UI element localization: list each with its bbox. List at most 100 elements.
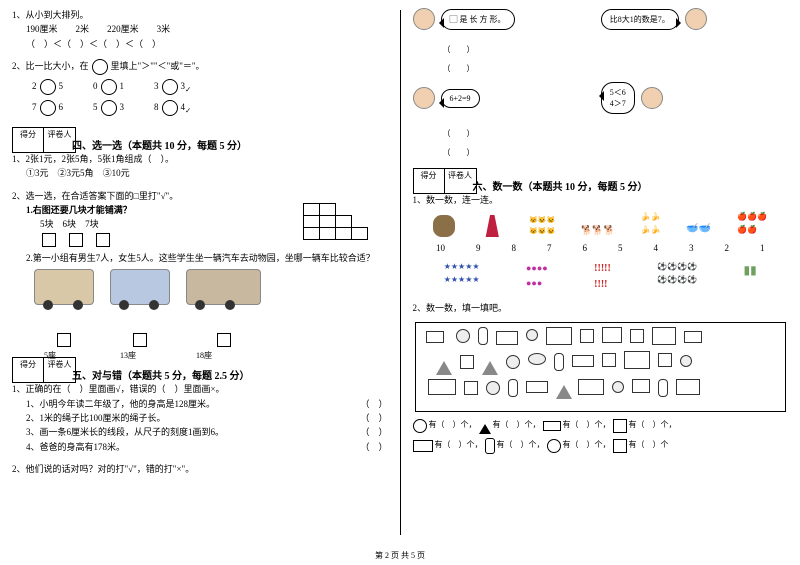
- section-6-title: 六、数一数（本题共 10 分，每题 5 分）: [473, 178, 789, 193]
- checkbox[interactable]: [133, 333, 147, 347]
- s6q1: 1、数一数，连一连。 🐱🐱🐱🐱🐱🐱 🐕🐕🐕 🍌🍌🍌🍌 🥣🥣 🍎🍎🍎🍎🍎 1098…: [413, 193, 789, 293]
- s5q1: 1、正确的在（ ）里面画√，错误的（ ）里面画×。 1、小明今年读二年级了，他的…: [12, 382, 388, 454]
- circle-icon: [612, 381, 624, 393]
- cuboid-icon: [426, 331, 444, 343]
- shapes-container: [415, 322, 787, 412]
- cuboid-icon: [624, 351, 650, 369]
- cube-icon: [464, 381, 478, 395]
- dot-group: ●●●●●●●: [526, 261, 548, 293]
- checkbox[interactable]: [42, 233, 56, 247]
- circle-icon: [506, 355, 520, 369]
- icon-row-2: ★★★★★★★★★★ ●●●●●●● !!!!!!!!! ⚽⚽⚽⚽⚽⚽⚽⚽ ▮▮: [421, 261, 781, 293]
- cuboid-icon: [676, 379, 700, 395]
- shape-answers-2: 有（ ）个， 有（ ）个， 有（ ）个， 有（ ）个: [413, 438, 789, 454]
- cube-icon: [580, 329, 594, 343]
- triangle-icon: [556, 377, 572, 399]
- excl-group: !!!!!!!!!: [594, 261, 611, 293]
- icon-row-1: 🐱🐱🐱🐱🐱🐱 🐕🐕🐕 🍌🍌🍌🍌 🥣🥣 🍎🍎🍎🍎🍎: [421, 211, 781, 237]
- square-icon: [658, 353, 672, 367]
- ellipse-icon: [528, 353, 546, 365]
- cube-icon: [613, 439, 627, 453]
- sphere-icon: [413, 419, 427, 433]
- s5q2: 2、他们说的话对吗？对的打"√"，错的打"×"。: [12, 462, 388, 476]
- girl-face-icon: [413, 87, 435, 109]
- cuboid-icon: [578, 379, 604, 395]
- blank-circle[interactable]: [162, 79, 178, 95]
- blank-circle[interactable]: [162, 100, 178, 116]
- triangle-icon: [482, 353, 498, 375]
- truck-icon: [34, 269, 94, 305]
- bus-icon: [186, 269, 261, 305]
- q1-items: 190厘米 2米 220厘米 3米: [26, 22, 388, 36]
- q2-row1: 25 01 33✓: [32, 79, 388, 96]
- sphere-icon: [486, 381, 500, 395]
- blob-group: ▮▮: [744, 261, 757, 293]
- bear-icon: [433, 215, 455, 237]
- speech-bubble: 比8大1的数是7。: [601, 9, 679, 30]
- cuboid-icon: [413, 440, 433, 452]
- cylinder-icon: [478, 327, 488, 345]
- rect-icon: [572, 355, 594, 367]
- s6q2: 2、数一数，填一填吧。 有（ ）个， 有（ ）个， 有（ ）个， 有（ ）个， …: [413, 301, 789, 453]
- cylinder-icon: [658, 379, 668, 397]
- speech-bubbles: ▢ 是 长 方 形。 比8大1的数是7。 （ ） （ ） 6+2=9 5＜6 4…: [413, 8, 789, 158]
- checkbox[interactable]: [57, 333, 71, 347]
- cuboid-icon: [652, 327, 676, 345]
- cuboid-icon: [632, 379, 650, 393]
- q1-blanks[interactable]: （ ）＜（ ）＜（ ）＜（ ）: [26, 37, 388, 51]
- square-icon: [460, 355, 474, 369]
- section-4-title: 四、选一选（本题共 10 分，每题 5 分）: [72, 137, 388, 152]
- speech-bubble: ▢ 是 长 方 形。: [441, 9, 515, 30]
- shape-answers: 有（ ）个， 有（ ）个， 有（ ）个， 有（ ）个，: [413, 418, 789, 434]
- left-column: 1、从小到大排列。 190厘米 2米 220厘米 3米 （ ）＜（ ）＜（ ）＜…: [0, 0, 400, 545]
- cylinder-icon: [485, 438, 495, 454]
- speech-bubble: 5＜6 4＞7: [601, 82, 635, 114]
- checkbox[interactable]: [96, 233, 110, 247]
- rect-icon: [526, 381, 548, 393]
- blank-circle[interactable]: [40, 100, 56, 116]
- cuboid-icon: [684, 331, 702, 343]
- blank-circle[interactable]: [101, 100, 117, 116]
- q2: 2、比一比大小，在里填上"＞""＜"或"＝"。 25 01 33✓ 76 53 …: [12, 59, 388, 117]
- checkbox[interactable]: [69, 233, 83, 247]
- sphere-icon: [526, 329, 538, 341]
- sphere-icon: [680, 355, 692, 367]
- cuboid-icon: [602, 327, 622, 343]
- apple-group: 🍎🍎🍎🍎🍎: [737, 211, 767, 237]
- sphere-icon: [456, 329, 470, 343]
- checkbox[interactable]: [217, 333, 231, 347]
- boy-face-icon: [413, 8, 435, 30]
- ball-group: ⚽⚽⚽⚽⚽⚽⚽⚽: [657, 261, 697, 293]
- square-icon: [613, 419, 627, 433]
- blank-circle[interactable]: [101, 79, 117, 95]
- circle-icon: [92, 59, 108, 75]
- cube-icon: [602, 353, 616, 367]
- number-row: 10987654321: [421, 241, 781, 255]
- banana-group: 🍌🍌🍌🍌: [641, 211, 661, 237]
- brick-grid: [303, 203, 368, 240]
- q1-title: 1、从小到大排列。: [12, 10, 89, 20]
- circle-icon: [547, 439, 561, 453]
- rect-icon: [543, 421, 561, 431]
- triangle-icon: [479, 418, 491, 434]
- cylinder-icon: [508, 379, 518, 397]
- s4q1: 1、2张1元，2张5角，5张1角组成（ ）。 ①3元 ②3元5角 ③10元: [12, 152, 388, 181]
- dress-icon: [481, 215, 503, 237]
- q2-row2: 76 53 84✓: [32, 100, 388, 117]
- star-group: ★★★★★★★★★★: [444, 261, 480, 293]
- girl-face-icon: [641, 87, 663, 109]
- blank-circle[interactable]: [40, 79, 56, 95]
- q1: 1、从小到大排列。 190厘米 2米 220厘米 3米 （ ）＜（ ）＜（ ）＜…: [12, 8, 388, 51]
- page-footer: 第 2 页 共 5 页: [0, 550, 800, 561]
- right-column: ▢ 是 长 方 形。 比8大1的数是7。 （ ） （ ） 6+2=9 5＜6 4…: [401, 0, 800, 545]
- section-5-title: 五、对与错（本题共 5 分，每题 2.5 分）: [72, 367, 388, 382]
- cylinder-icon: [554, 353, 564, 371]
- triangle-icon: [436, 353, 452, 375]
- s4q2: 2、选一选，在合适答案下面的□里打"√"。 1.右图还要几块才能铺满？ 5块 6…: [12, 189, 388, 348]
- cube-icon: [630, 329, 644, 343]
- cuboid-icon: [496, 331, 518, 345]
- speech-bubble: 6+2=9: [441, 89, 480, 108]
- cat-group: 🐱🐱🐱🐱🐱🐱: [529, 215, 555, 237]
- girl-face-icon: [685, 8, 707, 30]
- cuboid-icon: [428, 379, 456, 395]
